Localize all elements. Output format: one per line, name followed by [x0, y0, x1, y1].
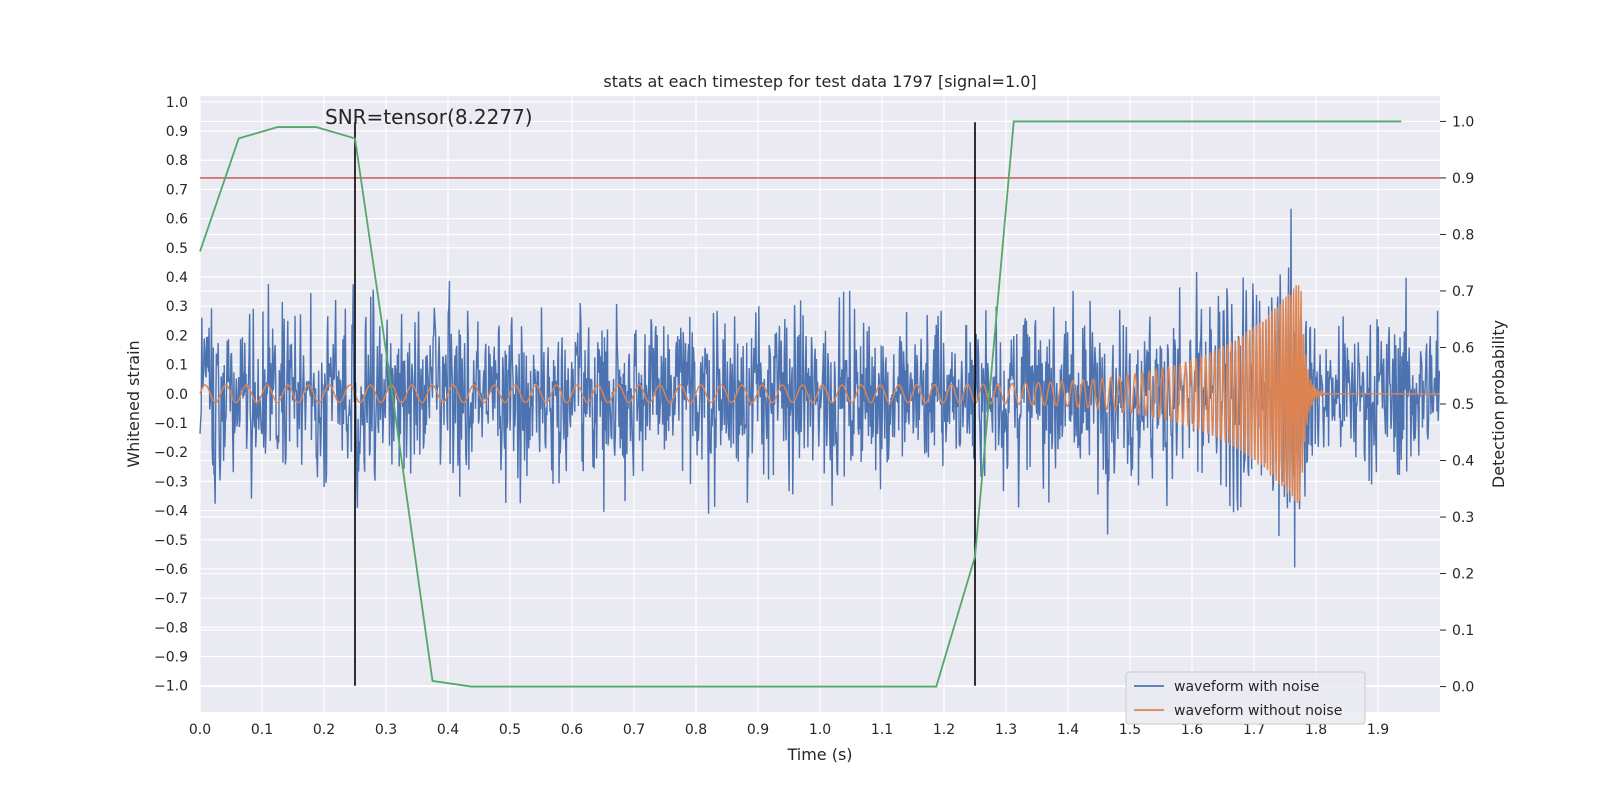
- x-tick-label: 1.4: [1057, 722, 1079, 738]
- y-tick-label: 0.8: [166, 153, 188, 169]
- x-tick-label: 0.7: [623, 722, 645, 738]
- x-tick-label: 1.2: [933, 722, 955, 738]
- x-tick-label: 0.4: [437, 722, 459, 738]
- y2-tick-label: 0.0: [1452, 680, 1474, 696]
- x-tick-label: 1.3: [995, 722, 1017, 738]
- y2-tick-label: 1.0: [1452, 114, 1474, 130]
- x-tick-label: 0.6: [561, 722, 583, 738]
- y2-tick-label: 0.8: [1452, 227, 1474, 243]
- y-tick-label: −0.8: [154, 620, 188, 636]
- y2-axis-label: Detection probability: [1489, 320, 1508, 488]
- y-tick-label: −0.2: [154, 445, 188, 461]
- y-tick-label: −0.7: [154, 591, 188, 607]
- y-tick-label: 0.0: [166, 387, 188, 403]
- x-tick-label: 1.9: [1367, 722, 1389, 738]
- y2-tick-label: 0.2: [1452, 567, 1474, 583]
- y-axis-ticks: 1.0 0.9 0.8 0.7 0.6 0.5 0.4 0.3 0.2 0.1 0.0 −0.1 −0.…: [154, 95, 188, 695]
- y-tick-label: 0.3: [166, 299, 188, 315]
- y-tick-label: 0.7: [166, 182, 188, 198]
- y2-tick-label: 0.3: [1452, 510, 1474, 526]
- x-tick-label: 0.5: [499, 722, 521, 738]
- y-tick-label: 0.9: [166, 124, 188, 140]
- x-tick-label: 1.0: [809, 722, 831, 738]
- x-tick-label: 0.1: [251, 722, 273, 738]
- y-tick-label: 0.6: [166, 212, 188, 228]
- y-tick-label: 0.1: [166, 358, 188, 374]
- x-tick-label: 0.3: [375, 722, 397, 738]
- y-tick-label: −0.9: [154, 650, 188, 666]
- series-group: [199, 120, 1441, 688]
- x-tick-label: 0.8: [685, 722, 707, 738]
- y2-tick-label: 0.7: [1452, 284, 1474, 300]
- y-tick-label: −0.1: [154, 416, 188, 432]
- chart-title: stats at each timestep for test data 179…: [603, 72, 1036, 91]
- y-tick-label: −1.0: [154, 679, 188, 695]
- x-tick-label: 1.7: [1243, 722, 1265, 738]
- y-tick-label: 0.4: [166, 270, 188, 286]
- x-axis-ticks: 0.0 0.1 0.2 0.3 0.4 0.5 0.6 0.7 0.8 0.9 1.0 1.1 1.2 1…: [189, 722, 1389, 738]
- y2-tick-label: 0.9: [1452, 171, 1474, 187]
- snr-annotation: SNR=tensor(8.2277): [325, 105, 533, 129]
- y-axis-label: Whitened strain: [124, 340, 143, 467]
- y-tick-label: 0.5: [166, 241, 188, 257]
- x-tick-label: 0.0: [189, 722, 211, 738]
- legend-label-clean: waveform without noise: [1174, 703, 1342, 719]
- y2-tick-label: 0.1: [1452, 623, 1474, 639]
- detection-probability-line: [199, 120, 1402, 688]
- y-tick-label: 0.2: [166, 328, 188, 344]
- y-tick-label: −0.5: [154, 533, 188, 549]
- y-tick-label: −0.3: [154, 474, 188, 490]
- y-tick-label: −0.6: [154, 562, 188, 578]
- legend-label-noise: waveform with noise: [1174, 679, 1319, 695]
- y2-axis-ticks: 1.0 0.9 0.8 0.7 0.6 0.5 0.4 0.3 0.2 0.1 0.0: [1440, 114, 1474, 696]
- y-tick-label: −0.4: [154, 504, 188, 520]
- y2-tick-label: 0.6: [1452, 340, 1474, 356]
- x-tick-label: 1.8: [1305, 722, 1327, 738]
- y2-tick-label: 0.5: [1452, 397, 1474, 413]
- waveform-without-noise-line: [199, 285, 1440, 503]
- x-tick-label: 1.6: [1181, 722, 1203, 738]
- x-tick-label: 0.9: [747, 722, 769, 738]
- legend-box: [1125, 671, 1366, 725]
- y-tick-label: 1.0: [166, 95, 188, 111]
- x-axis-label: Time (s): [786, 745, 852, 764]
- x-tick-label: 1.1: [871, 722, 893, 738]
- x-tick-label: 1.5: [1119, 722, 1141, 738]
- y2-tick-label: 0.4: [1452, 454, 1474, 470]
- legend: waveform with noise waveform without noi…: [1125, 671, 1366, 725]
- x-tick-label: 0.2: [313, 722, 335, 738]
